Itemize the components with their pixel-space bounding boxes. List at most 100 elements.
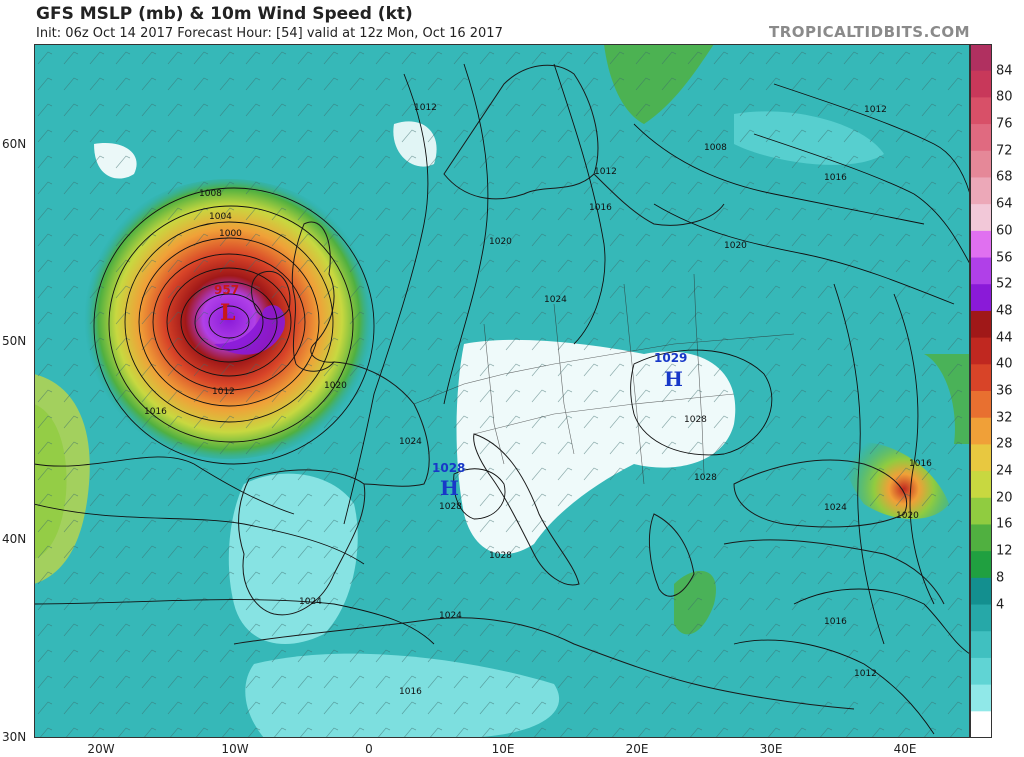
isobar-label: 1016 — [144, 407, 167, 417]
colorbar-swatch — [970, 310, 992, 339]
chart-subtitle: Init: 06z Oct 14 2017 Forecast Hour: [54… — [36, 26, 503, 41]
colorbar-tick-label: 84 — [996, 63, 1013, 79]
colorbar-tick-label: 76 — [996, 116, 1013, 132]
colorbar-tick-label: 40 — [996, 356, 1013, 372]
isobar-label: 1000 — [219, 229, 242, 239]
isobars — [34, 63, 970, 735]
lon-label-30e: 30E — [759, 742, 783, 756]
colorbar-swatch — [970, 524, 992, 552]
isobar-label: 1024 — [299, 597, 322, 607]
colorbar-tick-label: 60 — [996, 223, 1013, 239]
colorbar-tick-label: 28 — [996, 436, 1013, 452]
isobar-label: 1016 — [399, 687, 422, 697]
isobar-label: 1024 — [439, 611, 462, 621]
isobar-labels: 1008 1004 1000 1012 1016 1020 1024 1028 … — [144, 103, 932, 697]
lat-label-50n: 50N — [2, 334, 27, 348]
colorbar-swatch — [970, 657, 992, 686]
high-pressure-value-east: 1029 — [654, 351, 687, 365]
ireland-coast — [251, 271, 291, 320]
colorbar-tick-label: 80 — [996, 89, 1013, 105]
wind-barbs-layer — [34, 44, 970, 738]
colorbar-swatch — [970, 257, 992, 285]
brand-label[interactable]: TROPICALTIDBITS.COM — [769, 23, 970, 41]
baltic-coast — [593, 173, 725, 226]
isobar-label: 1008 — [199, 189, 222, 199]
isobar-label: 1016 — [824, 173, 847, 183]
colorbar-tick-label: 48 — [996, 303, 1013, 319]
isobar-label: 1020 — [724, 241, 747, 251]
high-pressure-ring — [630, 349, 773, 456]
colorbar-tick-label: 8 — [996, 570, 1005, 586]
lon-label-10w: 10W — [221, 742, 249, 756]
colorbar-tick-label: 72 — [996, 143, 1013, 159]
high-pressure-symbol-west: H — [440, 476, 459, 500]
isobar-label: 1028 — [684, 415, 707, 425]
isobar-label: 1012 — [854, 669, 877, 679]
colorbar-swatch — [970, 551, 992, 579]
colorbar-swatch — [970, 337, 992, 365]
low-pressure-symbol: L — [220, 300, 235, 326]
colorbar-tick-label: 68 — [996, 169, 1013, 185]
colorbar-swatch — [970, 284, 992, 312]
turkey-coast — [723, 539, 945, 605]
colorbar-swatch — [970, 497, 992, 525]
isobar-label: 1024 — [824, 503, 847, 513]
north-africa-coast — [233, 617, 855, 710]
colorbar — [970, 44, 992, 739]
colorbar-tick-label: 36 — [996, 383, 1013, 399]
colorbar-swatch — [970, 711, 992, 739]
colorbar-swatch — [970, 364, 992, 392]
colorbar-swatch — [970, 631, 992, 659]
colorbar-tick-label: 64 — [996, 196, 1013, 212]
lat-label-40n: 40N — [2, 532, 27, 546]
lon-label-10e: 10E — [491, 742, 515, 756]
isobar-label: 1004 — [209, 212, 232, 222]
british-isles-coast — [291, 221, 336, 372]
isobar-label: 1012 — [212, 387, 235, 397]
isobar-label: 1012 — [414, 103, 437, 113]
isobar-label: 1028 — [489, 551, 512, 561]
colorbar-swatch — [970, 97, 992, 125]
colorbar-swatches — [970, 44, 992, 739]
colorbar-swatch — [970, 417, 992, 445]
colorbar-swatch — [970, 391, 992, 419]
black-sea-coast — [733, 459, 908, 528]
colorbar-swatch — [970, 177, 992, 205]
isobar-label: 1016 — [909, 459, 932, 469]
isobar-label: 1028 — [694, 473, 717, 483]
isobar-label: 1016 — [589, 203, 612, 213]
colorbar-swatch — [970, 577, 992, 606]
colorbar-swatch — [970, 230, 992, 259]
isobar-label: 1012 — [864, 105, 887, 115]
isobar-label: 1028 — [439, 502, 462, 512]
isobar-label: 1016 — [824, 617, 847, 627]
colorbar-swatch — [970, 124, 992, 152]
colorbar-tick-label: 32 — [996, 410, 1013, 426]
lon-label-20w: 20W — [87, 742, 115, 756]
colorbar-tick-label: 16 — [996, 516, 1013, 532]
colorbar-swatch — [970, 44, 992, 72]
chart-title: GFS MSLP (mb) & 10m Wind Speed (kt) — [36, 4, 413, 24]
colorbar-swatch — [970, 684, 992, 712]
isobar-ring — [208, 305, 250, 339]
country-borders — [413, 273, 795, 485]
colorbar-tick-label: 56 — [996, 250, 1013, 266]
isobar-label: 1020 — [896, 511, 919, 521]
colorbar-swatch — [970, 604, 992, 632]
lon-label-20e: 20E — [625, 742, 649, 756]
lat-label-60n: 60N — [2, 137, 27, 151]
coastlines — [233, 64, 945, 710]
colorbar-swatch — [970, 471, 992, 499]
scandinavia-coast — [443, 64, 599, 200]
lon-label-40e: 40E — [893, 742, 917, 756]
colorbar-swatch — [970, 204, 992, 232]
map-panel[interactable]: 1008 1004 1000 1012 1016 1020 1024 1028 … — [34, 44, 970, 738]
colorbar-tick-label: 12 — [996, 543, 1013, 559]
colorbar-tick-label: 24 — [996, 463, 1013, 479]
france-coast — [333, 361, 430, 487]
isobar-label: 1008 — [704, 143, 727, 153]
colorbar-swatch — [970, 150, 992, 178]
colorbar-tick-label: 4 — [996, 597, 1005, 613]
isobar-label: 1024 — [544, 295, 567, 305]
colorbar-tick-label: 44 — [996, 330, 1013, 346]
